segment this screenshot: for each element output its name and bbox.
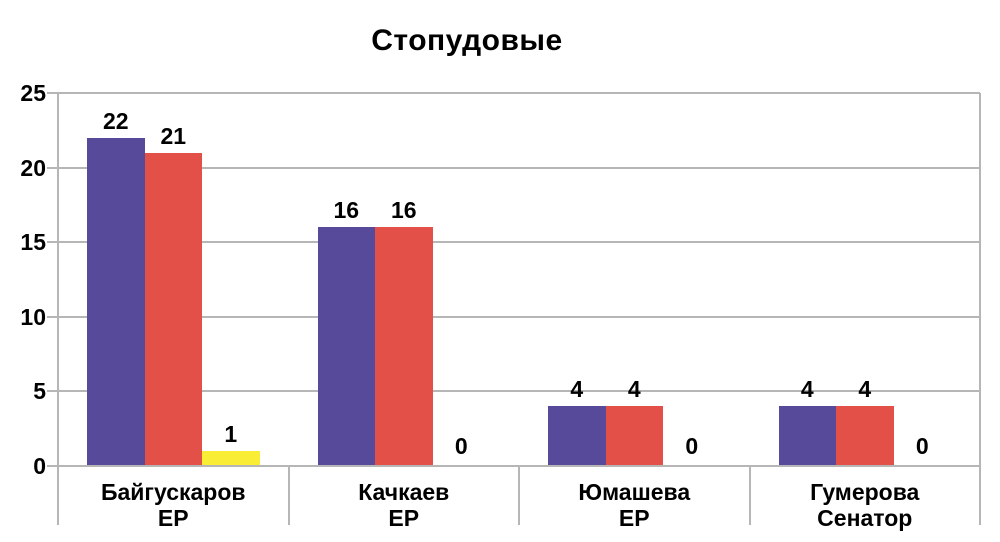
category-label-line: ЕР <box>618 505 650 531</box>
category-label: Юмашева ЕР <box>519 479 750 531</box>
y-axis-label: 20 <box>20 154 46 181</box>
category-label: Качкаев ЕР <box>289 479 520 531</box>
bar-series-1-purple <box>87 137 145 466</box>
bar-value-label: 21 <box>160 122 187 149</box>
bar-value-label: 4 <box>570 375 584 402</box>
bar-value-label: 0 <box>454 432 468 459</box>
bar-value-label: 16 <box>390 197 417 224</box>
bar-value-label: 16 <box>333 197 360 224</box>
y-gridline <box>58 315 980 318</box>
bar-series-2-red <box>605 405 663 466</box>
category-label-line: ЕР <box>157 505 189 531</box>
category-label-line: Гумерова <box>810 479 920 505</box>
category-separator <box>287 465 290 525</box>
category-label-line: ЕР <box>388 505 420 531</box>
y-gridline <box>58 166 980 169</box>
y-axis-label: 10 <box>20 303 46 330</box>
bar-value-label: 4 <box>800 375 814 402</box>
bar-series-2-red <box>836 405 894 466</box>
bar-value-label: 0 <box>915 432 929 459</box>
y-axis-tick <box>47 241 58 243</box>
y-axis-tick <box>47 92 58 94</box>
category-label-line: Байгускаров <box>100 479 246 505</box>
category-label-line: Качкаев <box>358 479 450 505</box>
y-axis-label: 25 <box>20 80 46 106</box>
chart-title: Стопудовые <box>371 24 563 57</box>
plot-right-border <box>979 93 981 525</box>
category-label-line: Юмашева <box>578 479 691 505</box>
y-gridline <box>58 390 980 392</box>
y-axis-tick <box>47 315 58 318</box>
bar-series-1-purple <box>778 405 836 466</box>
category-separator <box>748 465 751 525</box>
y-axis-label: 5 <box>33 378 46 404</box>
bar-series-1-purple <box>548 405 606 466</box>
bar-value-label: 22 <box>102 107 129 134</box>
y-axis-label: 15 <box>20 229 46 255</box>
y-gridline <box>58 241 980 243</box>
bar-series-1-purple <box>317 227 375 466</box>
bar-series-2-red <box>375 227 433 466</box>
y-axis-label: 0 <box>33 452 46 479</box>
bar-value-label: 4 <box>858 375 872 402</box>
bar-value-label: 0 <box>685 432 699 459</box>
category-label: Байгускаров ЕР <box>58 479 289 531</box>
y-axis-tick <box>47 166 58 169</box>
y-gridline <box>58 92 980 94</box>
category-label-line: Сенатор <box>817 505 913 531</box>
y-axis-line <box>57 93 59 525</box>
bar-value-label: 1 <box>224 420 238 447</box>
bar-series-2-red <box>144 152 202 466</box>
bar-series-3-yellow <box>202 450 260 466</box>
y-axis-tick <box>47 390 58 392</box>
category-separator <box>518 465 520 525</box>
y-axis-tick <box>47 464 58 467</box>
category-label: Гумерова Сенатор <box>750 479 981 531</box>
bar-value-label: 4 <box>627 375 641 402</box>
